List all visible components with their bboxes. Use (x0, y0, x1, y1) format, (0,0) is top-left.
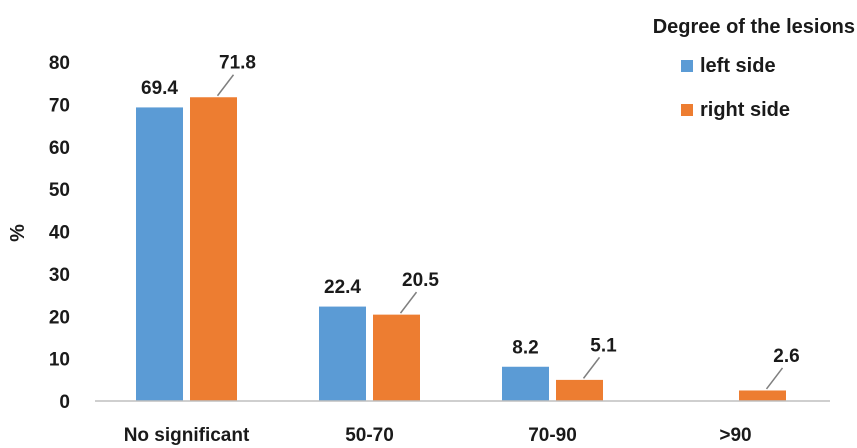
x-axis-tick-labels: No significant 50-70 70-90 >90 (124, 425, 752, 446)
bar-right-side (738, 389, 787, 402)
data-labels: 69.4 71.8 22.4 20.5 8.2 5.1 2.6 (141, 53, 800, 367)
leader-lines (216, 74, 784, 390)
x-tick-label: 50-70 (345, 425, 394, 446)
data-label: 20.5 (402, 270, 439, 291)
bar-left-side (135, 106, 184, 402)
leader-line (399, 291, 418, 314)
leader-line (582, 356, 601, 379)
y-tick-label: 50 (49, 180, 70, 201)
bar-right-side (372, 313, 421, 402)
leader-line (765, 367, 784, 390)
y-axis-label: % (7, 224, 29, 242)
legend-swatch (681, 60, 693, 72)
leader-line (216, 74, 235, 97)
legend: left side right side (681, 55, 790, 121)
data-label: 22.4 (324, 277, 361, 298)
y-tick-label: 10 (49, 350, 70, 371)
bars (135, 96, 787, 402)
bar-left-side (318, 305, 367, 402)
data-label: 8.2 (512, 337, 538, 358)
y-tick-label: 80 (49, 53, 70, 74)
data-label: 5.1 (590, 335, 617, 356)
x-tick-label: >90 (719, 425, 751, 446)
x-tick-label: No significant (124, 425, 250, 446)
data-label: 2.6 (773, 346, 799, 367)
y-tick-label: 70 (49, 95, 70, 116)
y-tick-label: 0 (59, 392, 70, 413)
bar-right-side (189, 96, 238, 402)
bar-left-side (501, 365, 550, 402)
data-label: 71.8 (219, 53, 256, 74)
x-tick-label: 70-90 (528, 425, 577, 446)
y-tick-label: 40 (49, 223, 70, 244)
data-label: 69.4 (141, 78, 178, 99)
legend-swatch (681, 104, 693, 116)
legend-title: Degree of the lesions (653, 16, 855, 38)
y-tick-label: 20 (49, 307, 70, 328)
legend-label: right side (700, 99, 790, 121)
y-axis-ticks: 0 10 20 30 40 50 60 70 80 (49, 53, 70, 413)
y-tick-label: 60 (49, 138, 70, 159)
legend-label: left side (700, 55, 776, 77)
bar-right-side (555, 378, 604, 402)
y-tick-label: 30 (49, 265, 70, 286)
